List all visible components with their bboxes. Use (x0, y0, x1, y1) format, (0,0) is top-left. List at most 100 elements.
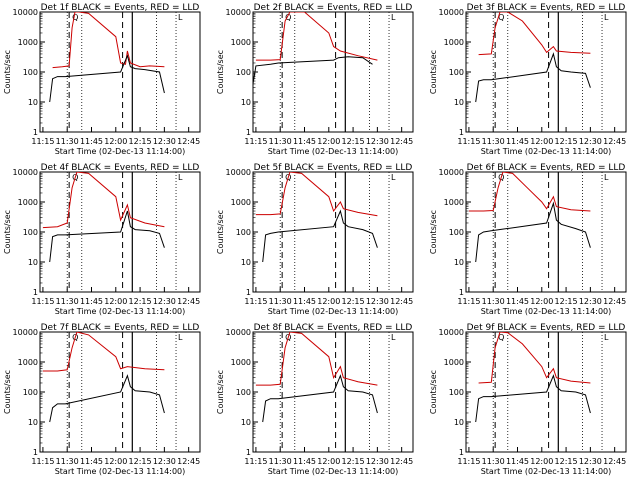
x-tick-label: 11:45 (293, 137, 316, 146)
x-axis-label: Start Time (02-Dec-13 11:14:00) (481, 467, 612, 476)
y-tick-label: 10 (241, 98, 251, 107)
x-tick-label: 11:30 (56, 457, 79, 466)
chart-title: Det 2f BLACK = Events, RED = LLD (254, 3, 413, 13)
lld-series-line (255, 172, 378, 217)
y-tick-label: 1000 (444, 358, 464, 367)
y-tick-label: 10000 (439, 168, 464, 177)
x-tick-label: 12:00 (104, 137, 127, 146)
y-tick-label: 1000 (444, 198, 464, 207)
chart-title: Det 9f BLACK = Events, RED = LLD (467, 323, 626, 333)
x-tick-label: 12:30 (579, 457, 602, 466)
y-tick-label: 1 (459, 128, 464, 137)
x-tick-label: 12:30 (366, 137, 389, 146)
x-tick-label: 11:45 (80, 137, 103, 146)
lld-series-line (255, 12, 378, 61)
x-tick-label: 11:45 (506, 137, 529, 146)
y-tick-label: 1 (459, 448, 464, 457)
y-axis-label: Counts/sec (216, 210, 225, 254)
chart-title: Det 4f BLACK = Events, RED = LLD (41, 163, 200, 173)
x-tick-label: 11:15 (457, 297, 480, 306)
y-tick-label: 1000 (231, 38, 251, 47)
x-axis-label: Start Time (02-Dec-13 11:14:00) (268, 307, 399, 316)
marker-label-l: L (391, 13, 396, 22)
x-tick-label: 12:00 (530, 457, 553, 466)
y-tick-label: 100 (23, 388, 38, 397)
marker-label-l: L (604, 173, 609, 182)
x-tick-label: 12:45 (603, 457, 626, 466)
x-axis-label: Start Time (02-Dec-13 11:14:00) (481, 147, 612, 156)
y-tick-label: 100 (449, 68, 464, 77)
x-tick-label: 12:30 (366, 297, 389, 306)
y-axis-label: Counts/sec (429, 50, 438, 94)
marker-label-q: Q (72, 13, 78, 22)
y-tick-label: 100 (23, 228, 38, 237)
marker-label-q: Q (498, 13, 504, 22)
x-tick-label: 12:30 (153, 457, 176, 466)
x-tick-label: 11:15 (457, 137, 480, 146)
y-tick-label: 1 (33, 128, 38, 137)
x-tick-label: 11:45 (80, 457, 103, 466)
y-tick-label: 10 (28, 418, 38, 427)
y-axis-label: Counts/sec (429, 370, 438, 414)
marker-label-l: L (391, 333, 396, 342)
y-tick-label: 10 (28, 258, 38, 267)
y-tick-label: 1000 (231, 198, 251, 207)
y-tick-label: 10 (454, 258, 464, 267)
x-tick-label: 11:15 (457, 457, 480, 466)
x-tick-label: 12:00 (317, 297, 340, 306)
x-tick-label: 12:45 (177, 457, 200, 466)
x-tick-label: 11:15 (244, 457, 267, 466)
x-tick-label: 12:15 (129, 457, 152, 466)
y-tick-label: 100 (236, 228, 251, 237)
x-tick-label: 11:45 (506, 457, 529, 466)
y-tick-label: 100 (449, 388, 464, 397)
x-tick-label: 12:00 (317, 457, 340, 466)
x-tick-label: 12:00 (317, 137, 340, 146)
marker-label-l: L (391, 173, 396, 182)
marker-label-l: L (178, 173, 183, 182)
x-tick-label: 12:30 (366, 457, 389, 466)
marker-label-l: L (604, 333, 609, 342)
y-tick-label: 10 (241, 418, 251, 427)
y-tick-label: 10000 (13, 328, 38, 337)
x-tick-label: 12:00 (104, 457, 127, 466)
y-axis-label: Counts/sec (216, 370, 225, 414)
y-tick-label: 10000 (439, 328, 464, 337)
y-tick-label: 10000 (439, 8, 464, 17)
x-tick-label: 11:45 (506, 297, 529, 306)
x-tick-label: 12:15 (342, 457, 365, 466)
y-tick-label: 1000 (18, 358, 38, 367)
y-tick-label: 10000 (226, 168, 251, 177)
x-tick-label: 12:15 (342, 297, 365, 306)
x-tick-label: 12:45 (390, 297, 413, 306)
x-tick-label: 11:45 (293, 457, 316, 466)
y-tick-label: 1000 (444, 38, 464, 47)
marker-label-l: L (178, 333, 183, 342)
lld-series-line (42, 332, 165, 372)
x-tick-label: 11:15 (31, 137, 54, 146)
x-tick-label: 12:45 (603, 297, 626, 306)
y-tick-label: 10000 (226, 328, 251, 337)
x-tick-label: 11:15 (244, 137, 267, 146)
x-tick-label: 12:45 (390, 137, 413, 146)
y-axis-label: Counts/sec (3, 370, 12, 414)
x-tick-label: 12:45 (390, 457, 413, 466)
lld-series-line (478, 332, 591, 384)
x-tick-label: 12:30 (153, 137, 176, 146)
events-series-line (475, 374, 591, 423)
x-tick-label: 12:15 (555, 137, 578, 146)
lld-series-line (255, 332, 378, 386)
x-axis-label: Start Time (02-Dec-13 11:14:00) (55, 467, 186, 476)
y-axis-label: Counts/sec (429, 210, 438, 254)
x-tick-label: 11:15 (31, 297, 54, 306)
x-axis-label: Start Time (02-Dec-13 11:14:00) (55, 307, 186, 316)
x-tick-label: 11:30 (269, 297, 292, 306)
chart-title: Det 5f BLACK = Events, RED = LLD (254, 163, 413, 173)
